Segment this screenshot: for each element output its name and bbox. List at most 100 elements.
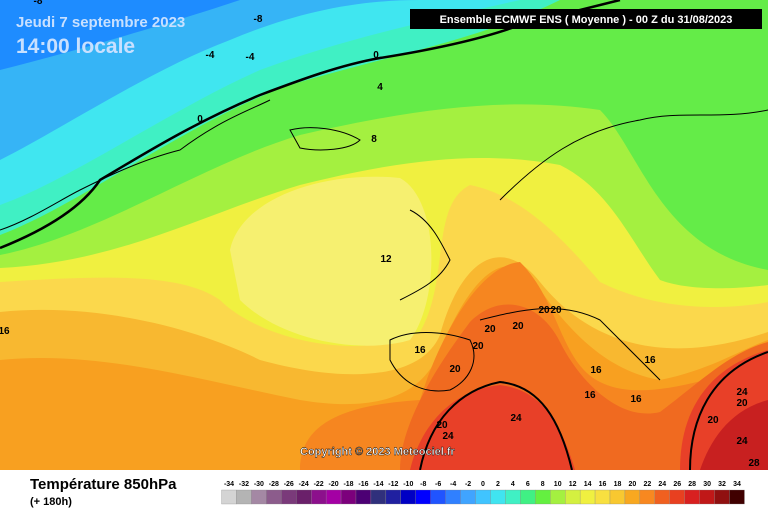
contour-label: 24 bbox=[510, 413, 522, 424]
coastlines bbox=[0, 99, 768, 392]
contour-label: 20 bbox=[484, 324, 496, 335]
legend-label: 2 bbox=[496, 481, 500, 488]
legend-label: 10 bbox=[554, 481, 562, 488]
legend-swatch bbox=[624, 489, 641, 505]
contour-label: 0 bbox=[197, 114, 203, 125]
contour-label: -4 bbox=[206, 50, 215, 61]
contour-label: 20 bbox=[707, 415, 719, 426]
contour-label: 24 bbox=[442, 431, 454, 442]
contour-label: 28 bbox=[748, 458, 760, 469]
legend-label: -32 bbox=[239, 481, 249, 488]
legend-swatch bbox=[535, 489, 551, 505]
date: Jeudi 7 septembre 2023 bbox=[16, 14, 185, 31]
legend-swatch bbox=[281, 489, 297, 505]
legend-swatch bbox=[520, 489, 536, 505]
legend-label: 6 bbox=[526, 481, 530, 488]
legend-swatch bbox=[505, 489, 521, 505]
legend-label: 14 bbox=[584, 481, 592, 488]
isotherm bbox=[689, 351, 768, 471]
legend-swatch bbox=[475, 489, 491, 505]
legend-swatch bbox=[370, 489, 387, 505]
legend-swatch bbox=[251, 489, 267, 505]
legend-swatch bbox=[579, 489, 596, 505]
legend-label: -10 bbox=[403, 481, 413, 488]
legend-label: -2 bbox=[465, 481, 471, 488]
legend-label: -18 bbox=[343, 481, 353, 488]
legend-label: -26 bbox=[284, 481, 294, 488]
legend-label: 34 bbox=[733, 481, 741, 488]
contour-label: 24 bbox=[736, 387, 748, 398]
legend-label: 22 bbox=[643, 481, 651, 488]
legend-label: -12 bbox=[388, 481, 398, 488]
legend-swatch bbox=[296, 489, 312, 505]
legend-label: 24 bbox=[658, 481, 666, 488]
contour-label: 8 bbox=[371, 134, 377, 145]
contour-label: 20 bbox=[512, 321, 524, 332]
legend-swatch bbox=[325, 489, 342, 505]
legend-swatch bbox=[550, 489, 566, 505]
contour-label: 12 bbox=[380, 254, 392, 265]
legend-swatch bbox=[340, 489, 357, 505]
footer-title: Température 850hPa bbox=[30, 476, 177, 493]
contour-label: 16 bbox=[0, 326, 10, 337]
legend-swatch bbox=[355, 489, 372, 505]
legend-label: 26 bbox=[673, 481, 681, 488]
legend-swatch bbox=[221, 489, 237, 505]
contour-label: 20 bbox=[472, 341, 484, 352]
legend-swatch bbox=[565, 489, 581, 505]
legend-label: 28 bbox=[688, 481, 696, 488]
legend-swatch bbox=[669, 489, 685, 505]
legend-swatch bbox=[609, 489, 626, 505]
contour-label: -8 bbox=[34, 0, 43, 7]
legend-label: -22 bbox=[314, 481, 324, 488]
footer-subtitle: (+ 180h) bbox=[30, 496, 72, 508]
legend-swatch bbox=[430, 489, 446, 505]
isotherm bbox=[419, 380, 573, 471]
legend-swatch bbox=[460, 489, 476, 505]
legend-swatch bbox=[311, 489, 327, 505]
legend-swatch bbox=[654, 489, 670, 505]
legend-swatch bbox=[729, 489, 745, 505]
legend-swatch bbox=[684, 489, 700, 505]
legend-label: -4 bbox=[450, 481, 456, 488]
header-box bbox=[410, 9, 762, 29]
legend-swatch bbox=[490, 489, 506, 505]
contour-label: -8 bbox=[254, 14, 263, 25]
contour-label: -4 bbox=[246, 52, 255, 63]
copyright: Copyright © 2023 Meteociel.fr bbox=[300, 446, 456, 458]
legend-label: -34 bbox=[224, 481, 234, 488]
contour-label: 16 bbox=[644, 355, 656, 366]
legend-label: 18 bbox=[614, 481, 622, 488]
temperature-field bbox=[0, 0, 768, 470]
contour-label: 16 bbox=[590, 365, 602, 376]
contour-label: 24 bbox=[736, 436, 748, 447]
contour-label: 20 bbox=[449, 364, 461, 375]
legend-label: 8 bbox=[541, 481, 545, 488]
legend-swatch bbox=[714, 489, 730, 505]
contour-label: 20 bbox=[550, 305, 562, 316]
model-run: Ensemble ECMWF ENS ( Moyenne ) - 00 Z du… bbox=[440, 14, 733, 26]
legend-label: 30 bbox=[703, 481, 711, 488]
contour-label: 20 bbox=[538, 305, 550, 316]
contour-label: 20 bbox=[736, 398, 748, 409]
legend-label: 0 bbox=[481, 481, 485, 488]
contour-label: 4 bbox=[377, 82, 383, 93]
legend-swatch bbox=[400, 489, 416, 505]
legend-swatch bbox=[699, 489, 715, 505]
legend-label: -6 bbox=[435, 481, 441, 488]
contour-label: 20 bbox=[436, 420, 448, 431]
legend-swatch bbox=[266, 489, 282, 505]
legend-label: -30 bbox=[254, 481, 264, 488]
legend-label: 12 bbox=[569, 481, 577, 488]
legend-label: -16 bbox=[358, 481, 368, 488]
time: 14:00 locale bbox=[16, 35, 135, 58]
legend-label: -8 bbox=[420, 481, 426, 488]
legend-label: -20 bbox=[329, 481, 339, 488]
legend-label: -24 bbox=[299, 481, 309, 488]
legend-swatch bbox=[236, 489, 252, 505]
contour-label: 0 bbox=[373, 50, 379, 61]
legend-swatch bbox=[594, 489, 611, 505]
legend-label: -14 bbox=[373, 481, 383, 488]
